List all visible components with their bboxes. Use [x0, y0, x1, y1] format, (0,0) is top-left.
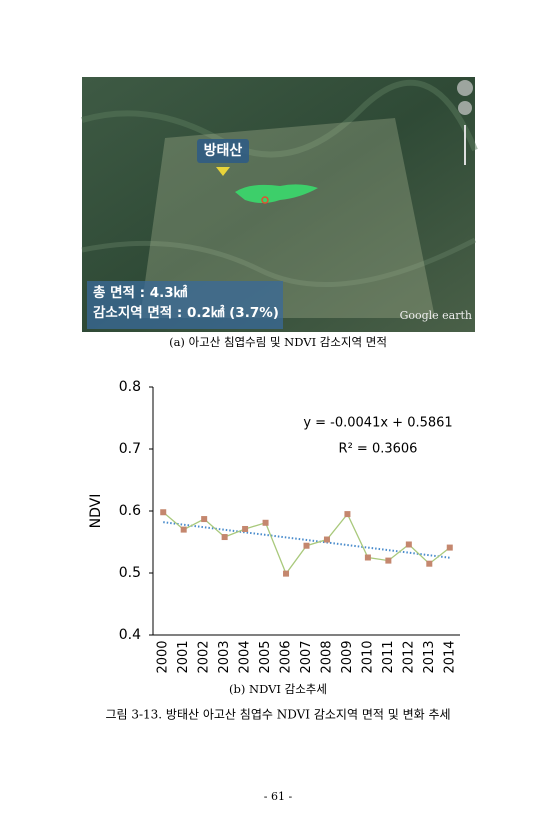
data-point [242, 525, 249, 532]
decrease-point [261, 196, 269, 204]
marker [216, 167, 230, 176]
ridge [81, 237, 477, 288]
data-point [180, 526, 187, 533]
x-tick-label: 2011 [381, 640, 396, 673]
data-point [364, 554, 371, 561]
data-point [385, 557, 392, 564]
place-label: 방태산 [204, 142, 243, 159]
watermark: Google earth [400, 309, 472, 322]
study-area [140, 118, 435, 318]
data-point [426, 560, 433, 567]
x-tick-label: 2004 [238, 640, 253, 673]
x-tick-label: 2007 [299, 640, 314, 673]
x-tick-label: 2003 [217, 640, 232, 673]
ridge [81, 79, 478, 158]
x-tick-label: 2005 [258, 640, 273, 673]
trend-r2: R² = 0.3606 [339, 442, 418, 457]
x-tick-label: 2002 [197, 640, 212, 673]
data-point [160, 509, 167, 516]
nav-control [458, 101, 472, 115]
data-point [344, 511, 351, 518]
label-box [197, 139, 249, 163]
x-tick-label: 2001 [176, 640, 191, 673]
conifer-area [235, 184, 318, 203]
x-tick-label: 2006 [279, 640, 294, 673]
chart: NDVI y = -0.0041x + 0.5861 R² = 0.3606 0… [88, 379, 460, 674]
y-tick-label: 0.7 [119, 441, 141, 457]
page-number: - 61 - [264, 790, 293, 803]
x-tick-label: 2000 [156, 640, 171, 673]
total-area: 총 면적 : 4.3㎢ [93, 284, 188, 301]
data-point [405, 541, 412, 548]
x-tick-label: 2010 [360, 640, 375, 673]
y-tick-label: 0.8 [119, 379, 141, 395]
data-point [201, 516, 208, 523]
data-point [323, 536, 330, 543]
trendline [163, 521, 450, 559]
satellite-image: 방태산 총 면적 : 4.3㎢ 감소지역 면적 : 0.2㎢ (3.7%) Go… [81, 77, 478, 332]
x-tick-label: 2009 [340, 640, 355, 673]
trend-equation: y = -0.0041x + 0.5861 [303, 416, 452, 431]
y-tick-label: 0.5 [119, 565, 141, 581]
decrease-area: 감소지역 면적 : 0.2㎢ (3.7%) [93, 304, 279, 321]
data-point [262, 519, 269, 526]
data-point [446, 544, 453, 551]
data-point [283, 570, 290, 577]
figure-caption: 그림 3-13. 방태산 아고산 침엽수 NDVI 감소지역 면적 및 변화 추… [105, 708, 450, 722]
nav-control [457, 80, 473, 96]
y-axis-label: NDVI [88, 494, 104, 529]
y-tick-label: 0.4 [119, 627, 141, 643]
x-tick-label: 2012 [401, 640, 416, 673]
info-box [87, 281, 283, 329]
x-tick-label: 2014 [442, 640, 457, 673]
data-point [303, 542, 310, 549]
x-tick-label: 2013 [422, 640, 437, 673]
x-tick-label: 2008 [319, 640, 334, 673]
caption-a: (a) 아고산 침엽수림 및 NDVI 감소지역 면적 [169, 335, 387, 349]
caption-b: (b) NDVI 감소추세 [229, 682, 327, 696]
data-point [221, 534, 228, 541]
y-tick-label: 0.6 [119, 503, 141, 519]
